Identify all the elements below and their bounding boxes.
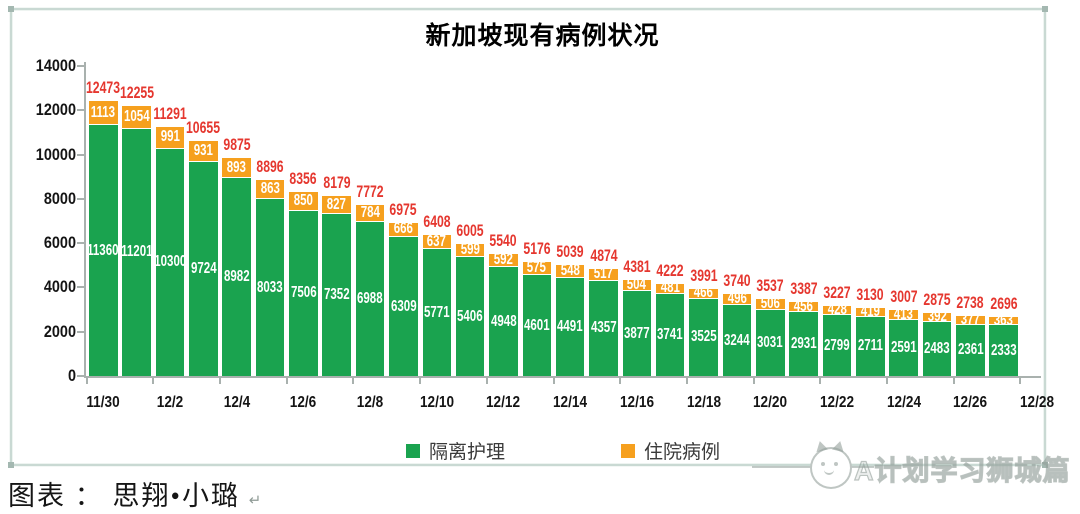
cat-ear-icon [813,439,829,453]
selection-handle[interactable] [1042,6,1048,12]
cat-logo-icon [810,439,852,489]
legend-item-hospital: 住院病例 [621,437,720,464]
chart-title: 新加坡现有病例状况 [425,22,660,50]
cat-mouth-icon [824,468,834,475]
chart-legend: 隔离护理 住院病例 [85,437,1041,464]
legend-item-isolation: 隔离护理 [405,437,505,464]
document-caption: 图表 ： 思翔•小璐 ↵ [8,474,261,513]
watermark-text: A计划学习狮城篇 [853,455,1071,486]
cat-ear-icon [831,439,847,453]
caption-text: 图表 ： 思翔•小璐 [8,481,240,511]
cat-eye-icon [821,462,825,466]
cat-eye-icon [834,462,838,466]
paragraph-mark-icon: ↵ [248,493,262,509]
legend-swatch-orange-icon [621,443,635,458]
chart-object-frame[interactable] [8,6,1048,468]
legend-label-hospital: 住院病例 [644,442,721,463]
watermark: A计划学习狮城篇 [752,439,1080,490]
selection-handle[interactable] [1042,462,1048,468]
selection-handle[interactable] [8,462,14,468]
legend-swatch-green-icon [405,443,420,458]
selection-handle[interactable] [8,6,14,12]
legend-label-isolation: 隔离护理 [428,442,505,463]
